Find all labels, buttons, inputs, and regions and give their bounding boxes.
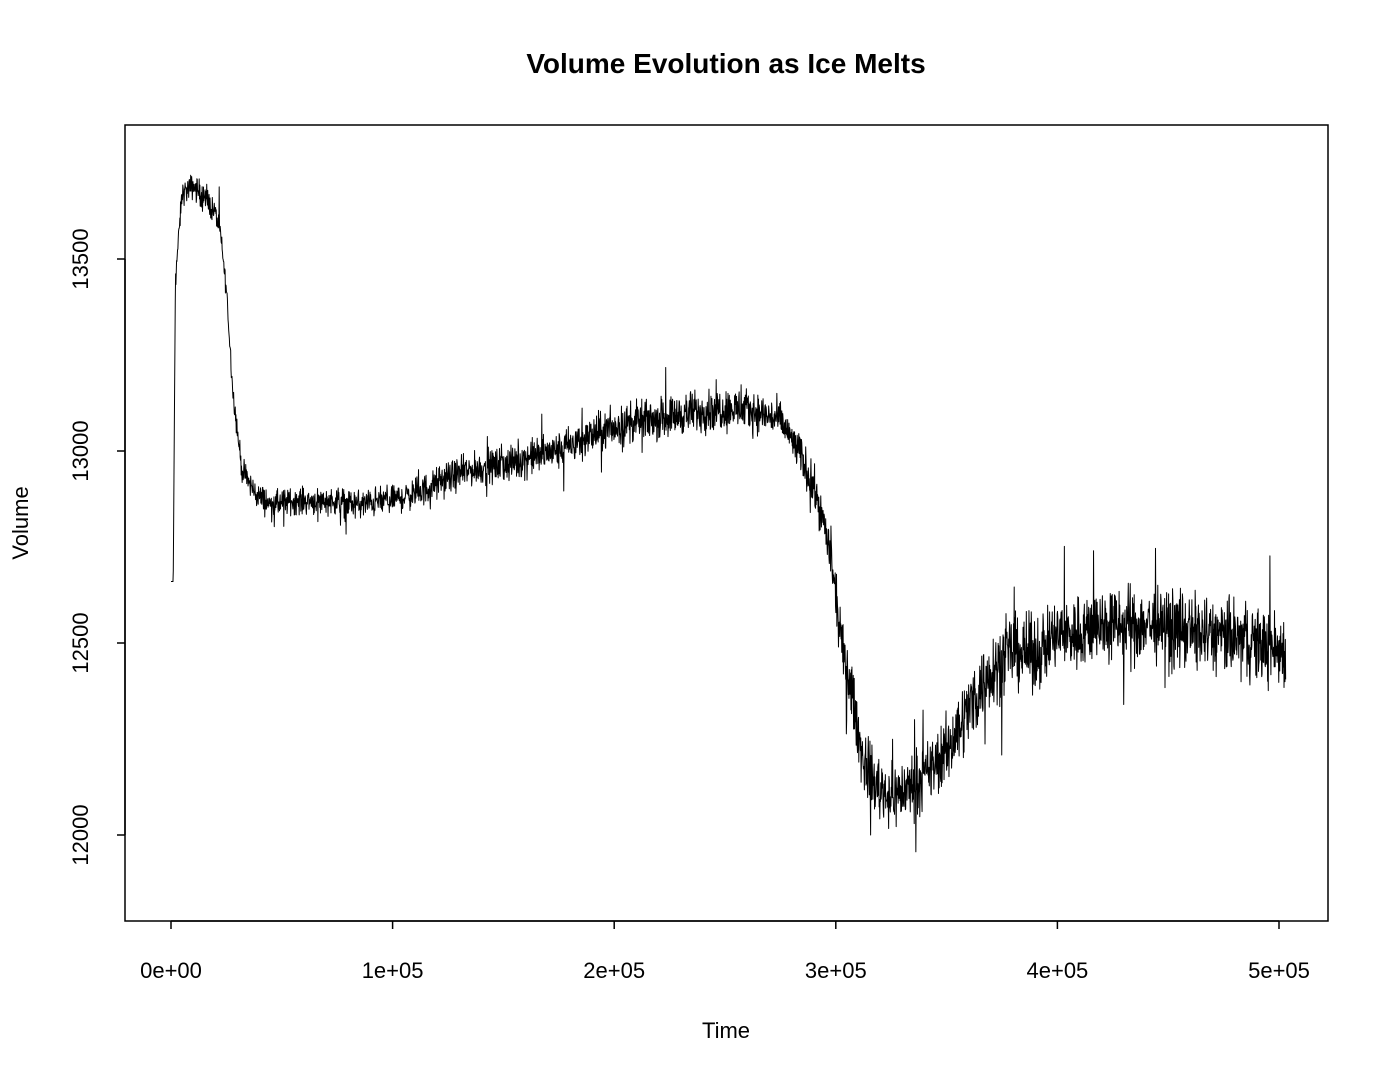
x-axis-label: Time	[702, 1018, 750, 1043]
y-tick-label: 13500	[68, 228, 93, 289]
y-axis-label: Volume	[8, 486, 33, 559]
x-axis: 0e+00 1e+05 2e+05 3e+05 4e+05 5e+05	[140, 920, 1310, 983]
x-tick-label: 2e+05	[583, 958, 645, 983]
x-tick-label: 4e+05	[1027, 958, 1089, 983]
y-tick-label: 12500	[68, 612, 93, 673]
x-tick-label: 1e+05	[362, 958, 424, 983]
y-tick-label: 13000	[68, 420, 93, 481]
series-line	[170, 174, 1287, 853]
y-axis: 12000 12500 13000 13500	[68, 228, 126, 866]
x-tick-label: 5e+05	[1248, 958, 1310, 983]
plot-box	[124, 124, 1329, 922]
x-tick-label: 3e+05	[805, 958, 867, 983]
chart-title: Volume Evolution as Ice Melts	[526, 48, 925, 79]
y-tick-label: 12000	[68, 804, 93, 865]
series-layer	[170, 174, 1287, 853]
x-tick-label: 0e+00	[140, 958, 202, 983]
